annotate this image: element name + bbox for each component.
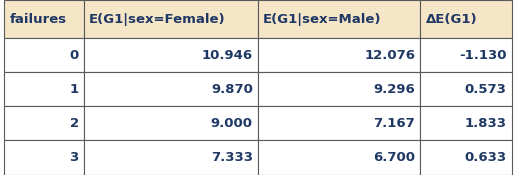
Bar [4, 72, 84, 106]
Text: 1: 1 [70, 83, 78, 96]
Text: 2: 2 [70, 117, 78, 130]
Bar [84, 140, 258, 175]
Bar [4, 0, 84, 38]
Bar [84, 106, 258, 140]
Text: 7.167: 7.167 [374, 117, 415, 130]
Text: E(G1|sex=Male): E(G1|sex=Male) [263, 13, 382, 26]
Text: 9.296: 9.296 [374, 83, 415, 96]
Bar [421, 38, 512, 72]
Bar [4, 106, 84, 140]
Bar [258, 0, 421, 38]
Bar [258, 106, 421, 140]
Text: 0.573: 0.573 [465, 83, 507, 96]
Text: 9.000: 9.000 [211, 117, 253, 130]
Text: 9.870: 9.870 [211, 83, 253, 96]
Bar [84, 38, 258, 72]
Bar [4, 140, 84, 175]
Text: 10.946: 10.946 [202, 49, 253, 62]
Bar [421, 140, 512, 175]
Text: 0: 0 [70, 49, 78, 62]
Text: 7.333: 7.333 [211, 151, 253, 164]
Bar [421, 72, 512, 106]
Text: 3: 3 [70, 151, 78, 164]
Bar [4, 38, 84, 72]
Bar [84, 72, 258, 106]
Text: 12.076: 12.076 [364, 49, 415, 62]
Text: -1.130: -1.130 [459, 49, 507, 62]
Bar [84, 0, 258, 38]
Text: 0.633: 0.633 [464, 151, 507, 164]
Text: ΔE(G1): ΔE(G1) [426, 13, 477, 26]
Bar [258, 38, 421, 72]
Text: 1.833: 1.833 [465, 117, 507, 130]
Bar [421, 106, 512, 140]
Bar [421, 0, 512, 38]
Text: E(G1|sex=Female): E(G1|sex=Female) [89, 13, 225, 26]
Bar [258, 72, 421, 106]
Text: 6.700: 6.700 [373, 151, 415, 164]
Text: failures: failures [9, 13, 67, 26]
Bar [258, 140, 421, 175]
